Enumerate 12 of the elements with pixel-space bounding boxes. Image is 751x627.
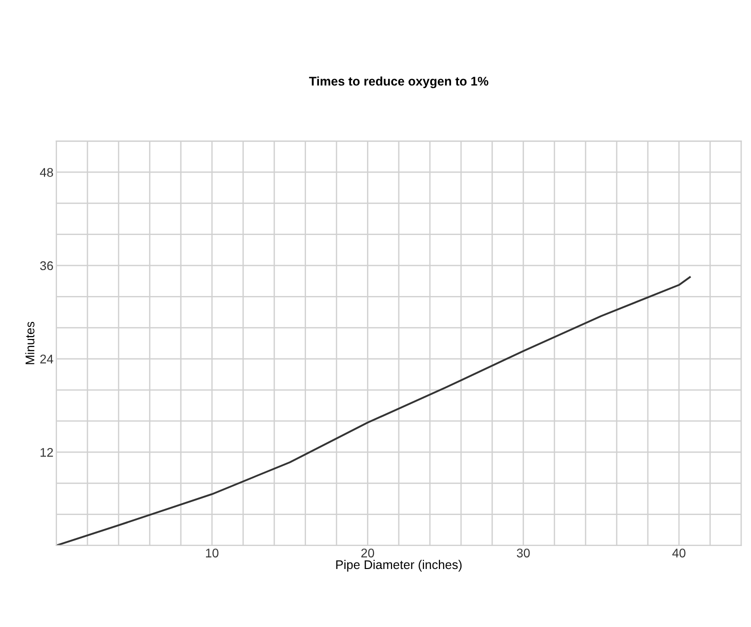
y-axis-title: Minutes <box>25 322 34 364</box>
y-tick-label: 36 <box>40 261 53 270</box>
x-tick-label: 10 <box>206 548 218 558</box>
y-tick-label: 24 <box>40 354 54 364</box>
x-tick-label: 30 <box>516 548 530 558</box>
line-series <box>56 276 691 546</box>
chart-title: Times to reduce oxygen to 1% <box>309 76 488 88</box>
y-tick-label: 48 <box>40 168 54 177</box>
x-axis-title: Pipe Diameter (inches) <box>336 560 462 572</box>
x-tick-label: 20 <box>361 548 374 558</box>
x-tick-label: 40 <box>672 548 686 558</box>
y-tick-label: 12 <box>40 448 53 457</box>
